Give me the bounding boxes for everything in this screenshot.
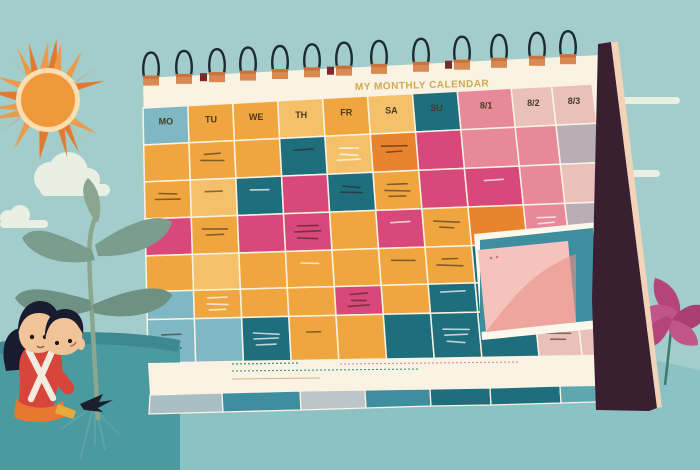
svg-text:SA: SA bbox=[385, 105, 398, 115]
svg-text:8/1: 8/1 bbox=[480, 101, 493, 111]
svg-text:TH: TH bbox=[295, 110, 307, 120]
svg-text:SU: SU bbox=[430, 103, 443, 113]
svg-text:8/3: 8/3 bbox=[568, 96, 581, 106]
svg-text:TU: TU bbox=[205, 114, 217, 124]
svg-text:MO: MO bbox=[159, 117, 174, 127]
svg-text:WE: WE bbox=[249, 112, 264, 122]
svg-text:8/2: 8/2 bbox=[527, 98, 540, 108]
svg-text:FR: FR bbox=[340, 108, 352, 118]
